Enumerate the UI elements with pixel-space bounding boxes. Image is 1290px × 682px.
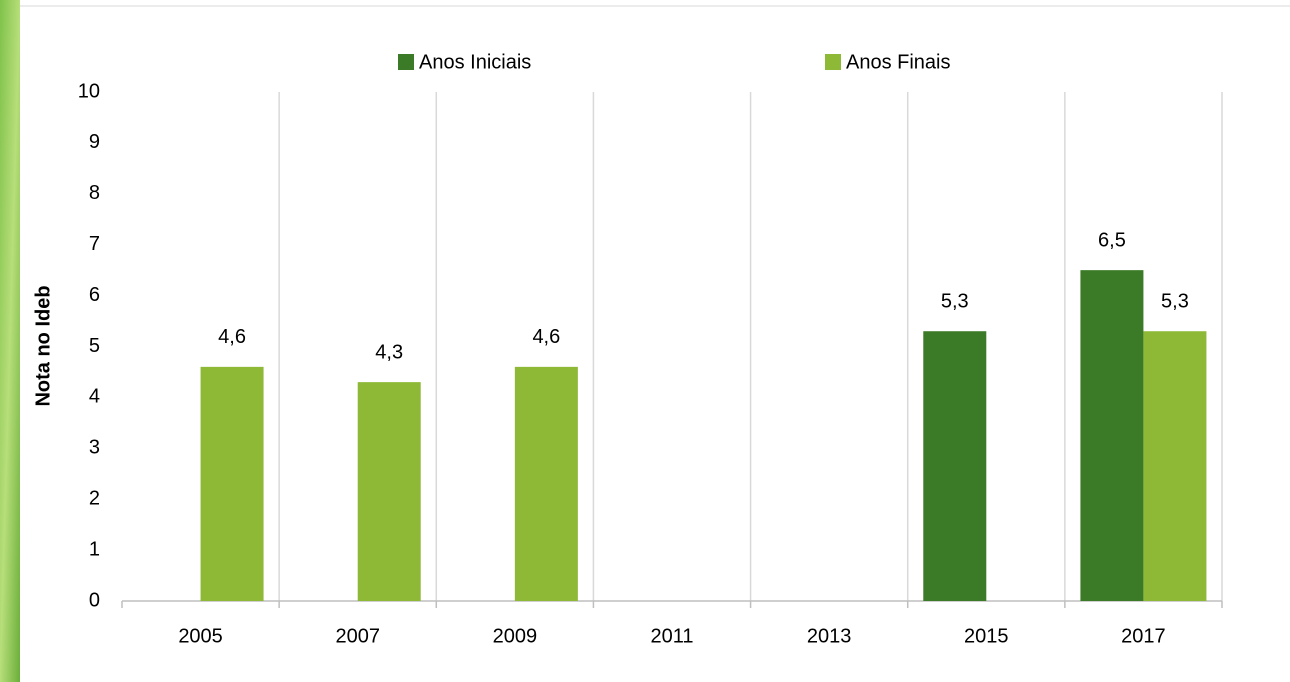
y-tick-label: 2 [89, 487, 100, 509]
x-tick-label: 2017 [1121, 625, 1166, 647]
legend-swatch [825, 54, 841, 70]
legend-label: Anos Finais [846, 51, 951, 73]
y-tick-label: 10 [78, 80, 100, 102]
x-tick-label: 2015 [964, 625, 1009, 647]
y-tick-label: 0 [89, 589, 100, 611]
x-tick-label: 2011 [650, 625, 693, 647]
y-tick-label: 5 [89, 335, 100, 357]
value-label: 5,3 [1161, 291, 1189, 313]
bar [923, 331, 986, 601]
y-tick-label: 3 [89, 437, 100, 459]
y-tick-label: 7 [89, 233, 100, 255]
y-axis-title: Nota no Ideb [32, 285, 54, 406]
y-tick-label: 4 [89, 386, 100, 408]
page: Nota no Ideb 0 1 2 3 4 5 6 7 8 9 10 2005 4,6 2007 4,3 2… [0, 0, 1290, 682]
y-tick-label: 1 [89, 538, 100, 560]
x-tick-label: 2007 [335, 625, 380, 647]
y-tick-label: 8 [89, 182, 100, 204]
value-label: 4,3 [375, 341, 403, 363]
value-label: 4,6 [218, 326, 246, 348]
legend-swatch [398, 54, 414, 70]
y-tick-label: 6 [89, 284, 100, 306]
chart: Nota no Ideb 0 1 2 3 4 5 6 7 8 9 10 2005 4,6 2007 4,3 2… [0, 0, 1290, 682]
x-tick-label: 2005 [178, 625, 223, 647]
y-tick-label: 9 [89, 131, 100, 153]
bar [201, 367, 264, 601]
bar [1080, 270, 1143, 601]
x-tick-label: 2009 [493, 625, 538, 647]
value-label: 6,5 [1098, 229, 1126, 251]
bar [1143, 331, 1206, 601]
bar [358, 382, 421, 601]
legend-label: Anos Iniciais [419, 51, 531, 73]
value-label: 4,6 [532, 326, 560, 348]
bar [515, 367, 578, 601]
decor-strip [0, 0, 20, 682]
x-tick-label: 2013 [807, 625, 852, 647]
value-label: 5,3 [941, 291, 969, 313]
